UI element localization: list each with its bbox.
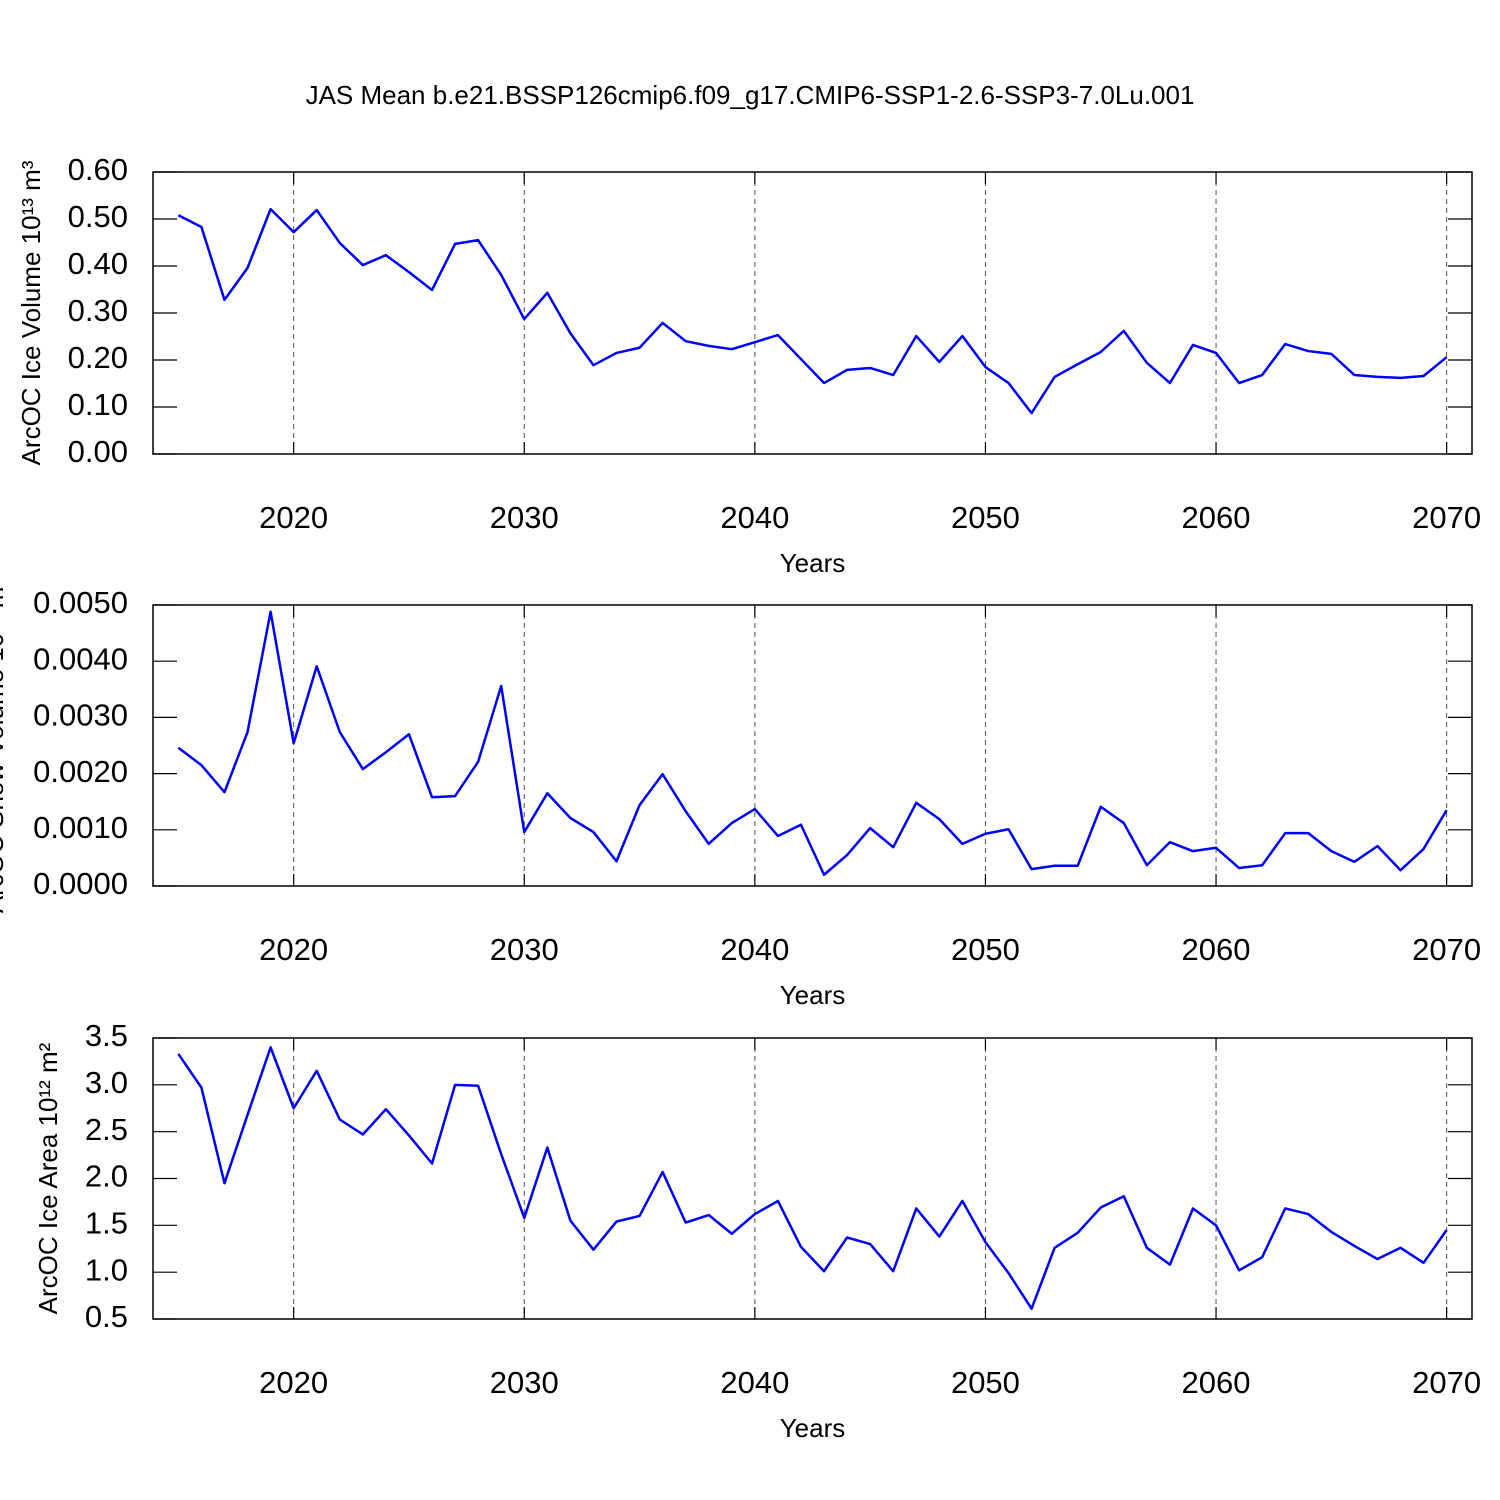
data-line [177, 1046, 1448, 1310]
plot-frame [152, 171, 1473, 455]
y-tick-label: 0.40 [68, 246, 128, 281]
y-tick-label: 0.60 [68, 152, 128, 187]
x-axis-label: Years [780, 980, 846, 1010]
x-tick-label: 2030 [490, 500, 559, 535]
x-tick-label: 2070 [1412, 932, 1481, 967]
y-axis-label: ArcOC Ice Area 10¹² m² [33, 1042, 63, 1314]
x-tick-label: 2040 [720, 500, 789, 535]
y-tick-label: 3.5 [85, 1018, 128, 1053]
x-tick-label: 2030 [490, 932, 559, 967]
x-tick-label: 2050 [951, 500, 1020, 535]
x-axis-label: Years [780, 548, 846, 578]
plot-frame [152, 1037, 1473, 1320]
y-tick-label: 0.10 [68, 387, 128, 422]
x-tick-label: 2050 [951, 1365, 1020, 1400]
y-tick-label: 0.0020 [33, 754, 128, 789]
data-line [177, 207, 1448, 415]
y-tick-label: 0.20 [68, 340, 128, 375]
y-tick-label: 0.5 [85, 1299, 128, 1334]
x-tick-label: 2050 [951, 932, 1020, 967]
y-tick-label: 3.0 [85, 1065, 128, 1100]
x-tick-label: 2020 [259, 1365, 328, 1400]
y-axis-label: ArcOC Ice Volume 10¹³ m³ [16, 160, 46, 465]
x-tick-label: 2070 [1412, 500, 1481, 535]
y-tick-label: 0.0010 [33, 810, 128, 845]
x-tick-label: 2030 [490, 1365, 559, 1400]
x-axis-label: Years [780, 1413, 846, 1443]
y-tick-label: 2.5 [85, 1112, 128, 1147]
x-tick-label: 2020 [259, 932, 328, 967]
x-tick-label: 2060 [1182, 500, 1251, 535]
plot-frame [152, 604, 1473, 887]
y-tick-label: 1.0 [85, 1252, 128, 1287]
y-tick-label: 0.0050 [33, 585, 128, 620]
y-tick-label: 1.5 [85, 1206, 128, 1241]
y-tick-label: 0.00 [68, 434, 128, 469]
x-tick-label: 2060 [1182, 932, 1251, 967]
y-tick-label: 0.0030 [33, 698, 128, 733]
y-tick-label: 2.0 [85, 1159, 128, 1194]
x-tick-label: 2070 [1412, 1365, 1481, 1400]
data-line [177, 610, 1448, 877]
y-tick-label: 0.30 [68, 293, 128, 328]
y-tick-label: 0.50 [68, 199, 128, 234]
x-tick-label: 2040 [720, 1365, 789, 1400]
y-axis-label: ArcOC Snow Volume 10¹³ m³ [0, 578, 9, 914]
figure-title: JAS Mean b.e21.BSSP126cmip6.f09_g17.CMIP… [306, 80, 1195, 110]
x-tick-label: 2060 [1182, 1365, 1251, 1400]
x-tick-label: 2040 [720, 932, 789, 967]
x-tick-label: 2020 [259, 500, 328, 535]
y-tick-label: 0.0000 [33, 866, 128, 901]
y-tick-label: 0.0040 [33, 641, 128, 676]
